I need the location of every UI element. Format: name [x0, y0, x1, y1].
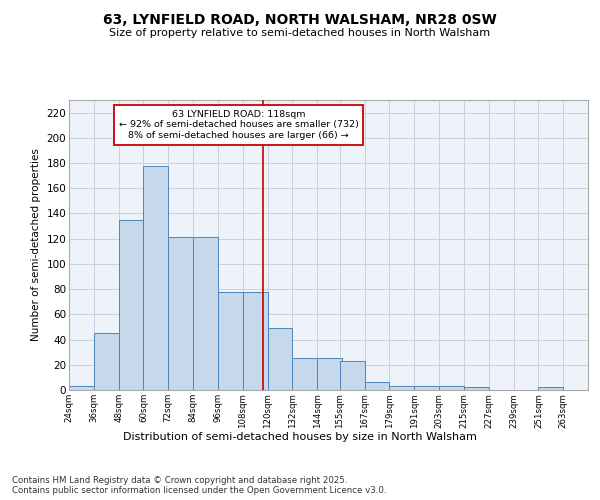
Bar: [439, 386, 464, 390]
Bar: [538, 388, 563, 390]
Bar: [242, 292, 268, 390]
Bar: [218, 292, 242, 390]
Bar: [94, 334, 119, 390]
Y-axis label: Number of semi-detached properties: Number of semi-detached properties: [31, 148, 41, 342]
Bar: [193, 238, 218, 390]
Bar: [119, 220, 143, 390]
Bar: [340, 361, 365, 390]
Bar: [317, 358, 342, 390]
Text: Contains HM Land Registry data © Crown copyright and database right 2025.
Contai: Contains HM Land Registry data © Crown c…: [12, 476, 386, 495]
Bar: [365, 382, 389, 390]
Bar: [292, 358, 317, 390]
Text: Size of property relative to semi-detached houses in North Walsham: Size of property relative to semi-detach…: [109, 28, 491, 38]
Bar: [168, 238, 193, 390]
Bar: [464, 388, 489, 390]
Text: Distribution of semi-detached houses by size in North Walsham: Distribution of semi-detached houses by …: [123, 432, 477, 442]
Bar: [69, 386, 94, 390]
Text: 63, LYNFIELD ROAD, NORTH WALSHAM, NR28 0SW: 63, LYNFIELD ROAD, NORTH WALSHAM, NR28 0…: [103, 12, 497, 26]
Text: 63 LYNFIELD ROAD: 118sqm
← 92% of semi-detached houses are smaller (732)
8% of s: 63 LYNFIELD ROAD: 118sqm ← 92% of semi-d…: [119, 110, 358, 140]
Bar: [415, 386, 439, 390]
Bar: [143, 166, 168, 390]
Bar: [389, 386, 415, 390]
Bar: [268, 328, 292, 390]
